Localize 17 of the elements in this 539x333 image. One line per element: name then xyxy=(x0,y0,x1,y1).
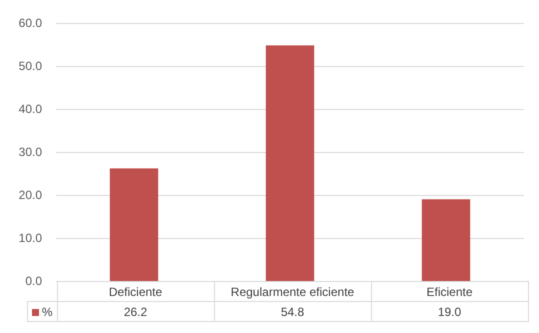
legend-label: % xyxy=(28,302,57,322)
x-tick-label: Regularmente eficiente xyxy=(214,282,371,302)
y-tick-label: 30.0 xyxy=(18,145,42,159)
y-tick-label: 50.0 xyxy=(18,59,42,73)
data-label: 54.8 xyxy=(214,302,371,322)
data-label: 19.0 xyxy=(371,302,528,322)
y-tick-label: 0.0 xyxy=(25,274,42,288)
y-tick-label: 10.0 xyxy=(18,231,42,245)
y-tick-label: 40.0 xyxy=(18,102,42,116)
x-tick-label: Eficiente xyxy=(371,282,528,302)
bar xyxy=(110,168,158,281)
x-tick-label: Deficiente xyxy=(57,282,214,302)
bar xyxy=(266,45,314,281)
y-tick-label: 60.0 xyxy=(18,16,42,30)
y-tick-label: 20.0 xyxy=(18,188,42,202)
bar xyxy=(422,199,470,281)
data-label: 26.2 xyxy=(57,302,214,322)
